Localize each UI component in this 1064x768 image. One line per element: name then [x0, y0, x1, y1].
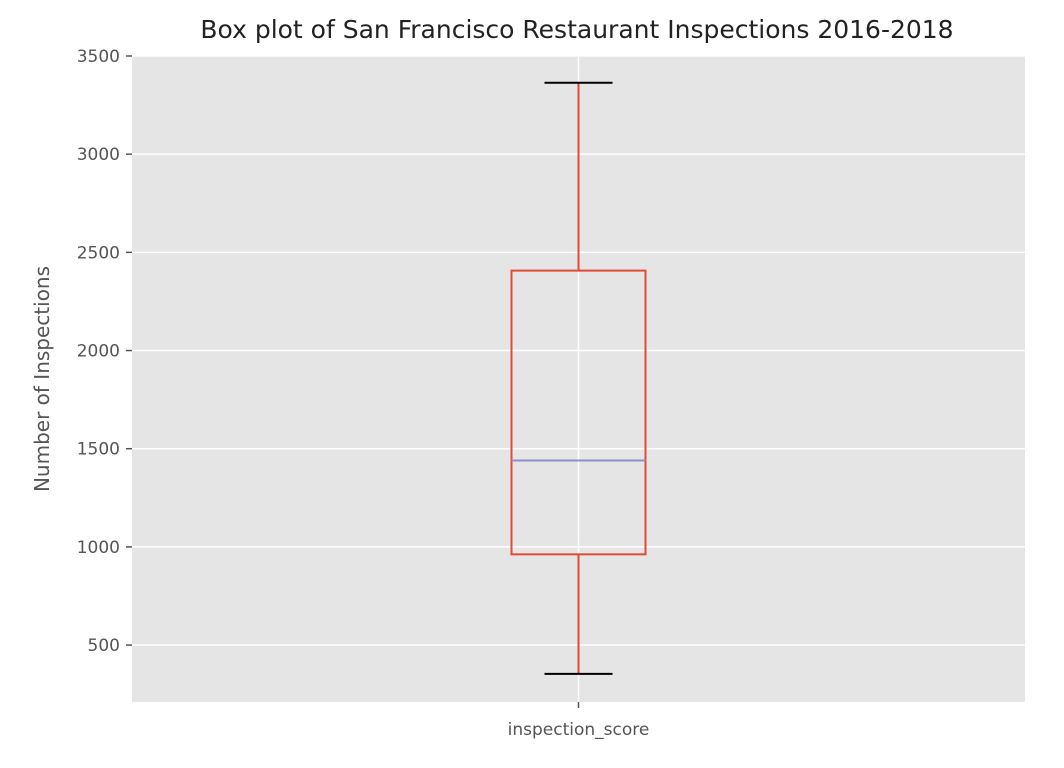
y-tick-label-2000: 2000: [77, 342, 120, 362]
x-axis-ticks: inspection_score: [508, 702, 650, 740]
y-tick-label-3000: 3000: [77, 145, 120, 165]
x-tick-label-inspection_score: inspection_score: [508, 720, 650, 740]
box-layer: [510, 81, 647, 675]
y-axis-ticks: 500 1000 1500 2000 2500 3000 3500: [77, 47, 132, 656]
chart-title: Box plot of San Francisco Restaurant Ins…: [200, 15, 953, 44]
box-iqr: [510, 269, 647, 556]
y-tick-label-500: 500: [88, 636, 120, 656]
y-tick-label-2500: 2500: [77, 243, 120, 263]
y-tick-label-1500: 1500: [77, 440, 120, 460]
y-axis-label: Number of Inspections: [30, 266, 54, 492]
y-tick-label-1000: 1000: [77, 538, 120, 558]
y-tick-label-3500: 3500: [77, 47, 120, 67]
